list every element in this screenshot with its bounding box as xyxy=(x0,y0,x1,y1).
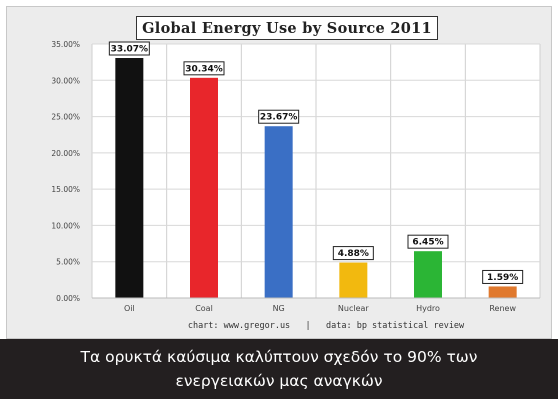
data-label: 30.34% xyxy=(185,64,223,74)
chart-title: Global Energy Use by Source 2011 xyxy=(136,16,438,40)
data-label-box xyxy=(108,41,150,56)
y-tick-label: 10.00% xyxy=(51,221,80,230)
x-tick-label: Coal xyxy=(195,304,213,313)
y-tick-label: 15.00% xyxy=(51,185,80,194)
bar-nuclear xyxy=(339,262,368,298)
caption-bar: Τα ορυκτά καύσιμα καλύπτουν σχεδόν το 90… xyxy=(0,339,558,399)
y-tick-label: 30.00% xyxy=(51,76,80,85)
data-label-box xyxy=(258,109,300,124)
y-tick-label: 0.00% xyxy=(56,294,80,303)
data-label: 33.07% xyxy=(111,45,149,55)
data-label-box xyxy=(482,269,524,284)
x-tick-label: NG xyxy=(273,304,285,313)
data-label: 4.88% xyxy=(338,249,369,259)
bar-hydro xyxy=(414,251,442,298)
y-tick-label: 20.00% xyxy=(51,149,80,158)
x-tick-label: Oil xyxy=(124,304,135,313)
source-note: chart: www.gregor.us | data: bp statisti… xyxy=(188,321,465,331)
x-tick-label: Nuclear xyxy=(338,304,370,313)
caption-text: Τα ορυκτά καύσιμα καλύπτουν σχεδόν το 90… xyxy=(80,348,478,390)
y-tick-label: 5.00% xyxy=(56,258,80,267)
data-label: 1.59% xyxy=(487,273,518,283)
bar-oil xyxy=(115,58,144,298)
x-tick-label: Hydro xyxy=(416,304,440,313)
data-label-box xyxy=(332,246,374,261)
data-label-box xyxy=(407,234,449,249)
x-tick-label: Renew xyxy=(489,304,516,313)
y-tick-label: 25.00% xyxy=(51,113,80,122)
data-label: 23.67% xyxy=(260,113,298,123)
bar-chart: 0.00% 5.00% 10.00% 15.00% 20.00% 25.00% 30.00%… xyxy=(51,40,541,331)
data-label-box xyxy=(183,61,225,76)
bar-ng xyxy=(264,126,293,299)
bar-renew xyxy=(488,286,517,298)
y-tick-label: 35.00% xyxy=(51,40,80,49)
data-label: 6.45% xyxy=(412,238,443,248)
bar-coal xyxy=(190,77,218,298)
